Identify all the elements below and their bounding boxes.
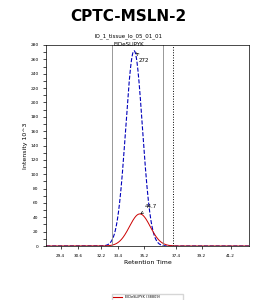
Text: 44.7: 44.7 <box>141 204 157 214</box>
X-axis label: Retention Time: Retention Time <box>124 260 172 266</box>
Legend: EIDeSLIPYK (38809), EIDES LIPYK (803812++ [heavy]: EIDeSLIPYK (38809), EIDES LIPYK (803812+… <box>112 294 183 300</box>
Text: CPTC-MSLN-2: CPTC-MSLN-2 <box>70 9 187 24</box>
Text: IO_1_tissue_lo_05_01_01: IO_1_tissue_lo_05_01_01 <box>95 33 162 39</box>
Text: 272: 272 <box>136 53 149 62</box>
Text: EIDeSLIPYK: EIDeSLIPYK <box>113 42 144 47</box>
Y-axis label: Intensity 10^3: Intensity 10^3 <box>23 122 27 169</box>
